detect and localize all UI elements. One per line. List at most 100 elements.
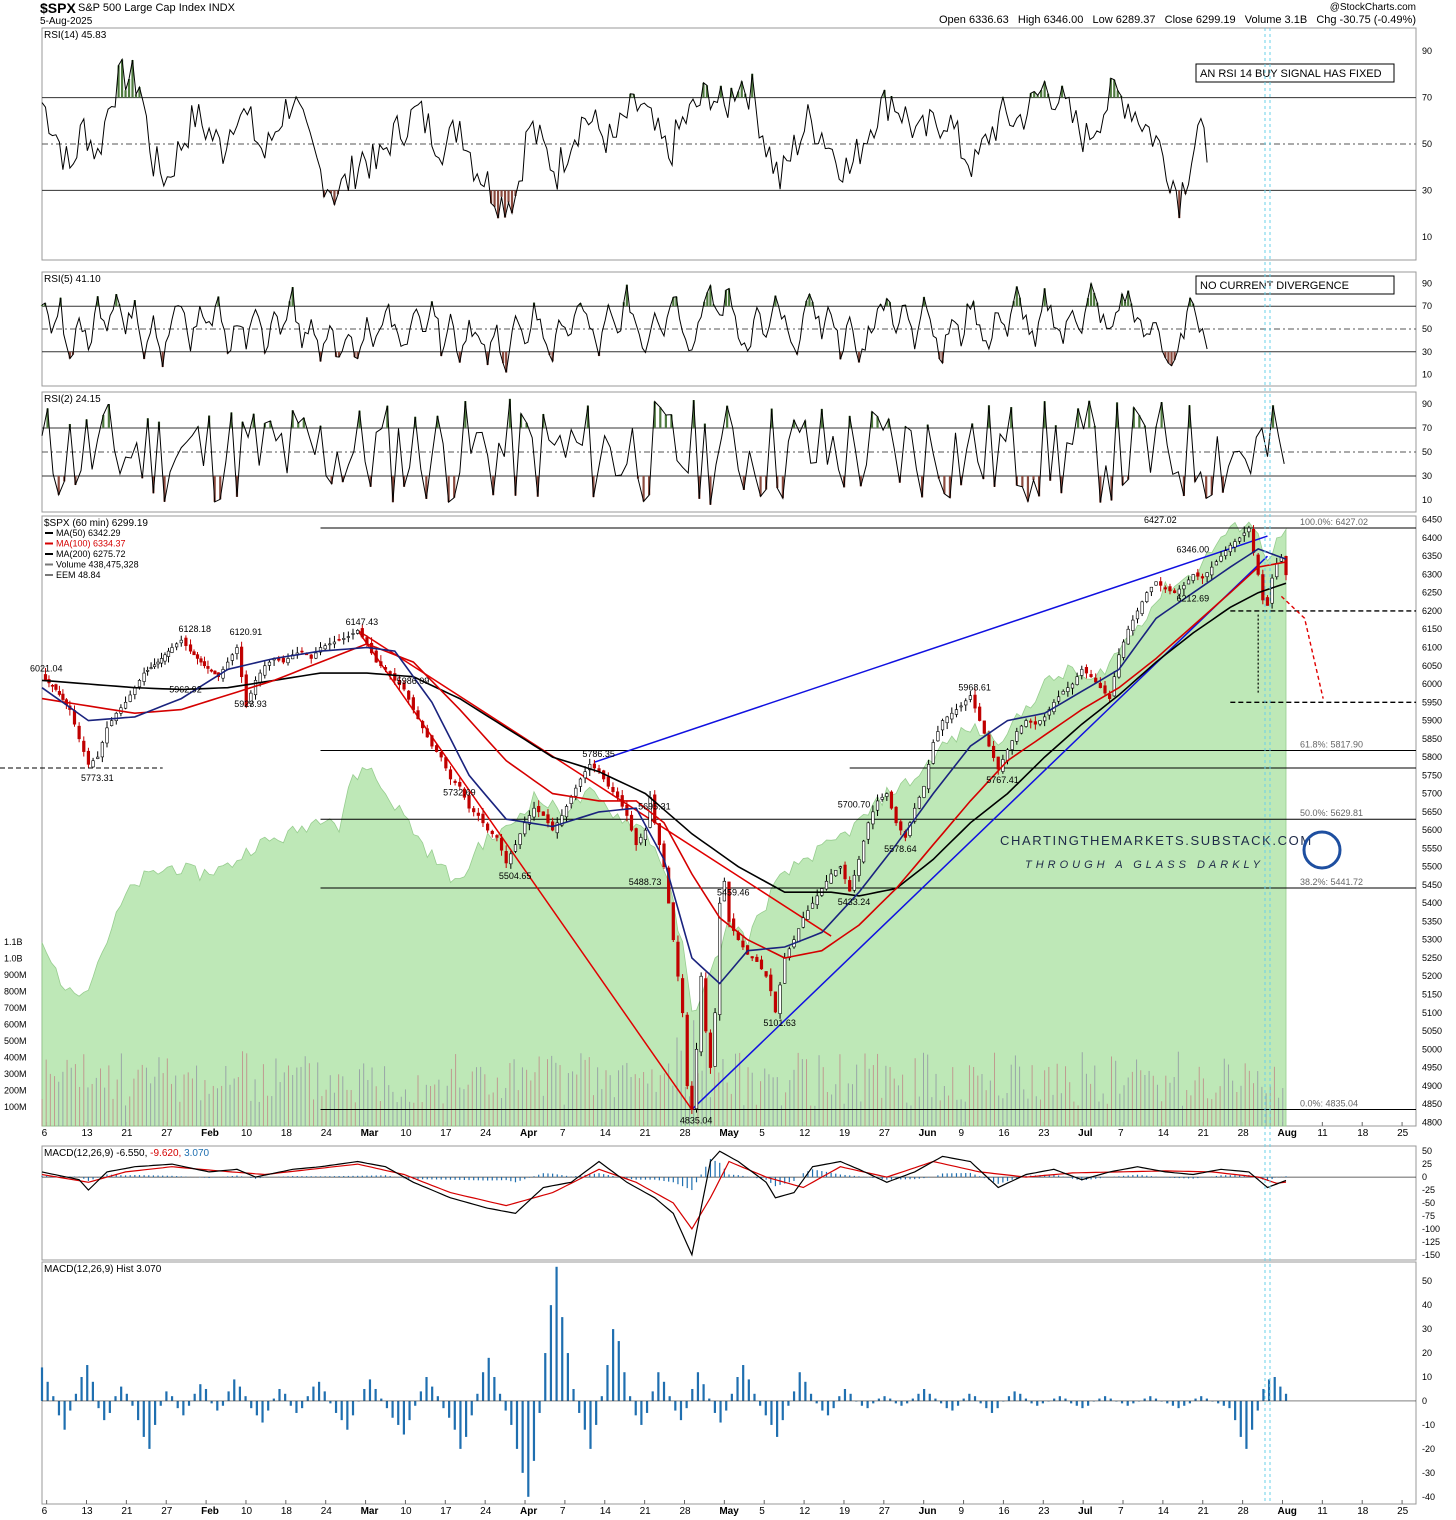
candle-body — [685, 1014, 689, 1087]
candle-body — [662, 843, 666, 867]
hist-bar — [261, 1400, 264, 1423]
candle-body — [527, 815, 531, 825]
rsi-y-tick: 70 — [1422, 423, 1432, 433]
x-tick-label: 5 — [759, 1506, 765, 1517]
hist-bar — [91, 1381, 94, 1401]
hist-bar — [877, 1398, 880, 1401]
price-y-tick: 5400 — [1422, 898, 1442, 908]
candle-body — [588, 764, 592, 771]
hist-bar — [267, 1400, 270, 1411]
x-tick-label: Aug — [1277, 1506, 1296, 1517]
hist-bar — [459, 1400, 462, 1449]
legend-entry: Volume 438,475,328 — [56, 560, 139, 570]
candle-body — [346, 636, 350, 638]
candle-body — [184, 637, 188, 646]
candle-body — [1084, 667, 1089, 674]
hist-bar — [317, 1381, 321, 1401]
hist-bar — [928, 1393, 931, 1401]
hist-bar — [798, 1372, 801, 1401]
hist-bar — [1030, 1400, 1033, 1404]
price-y-tick: 6200 — [1422, 606, 1442, 616]
volume-tick: 500M — [4, 1036, 27, 1046]
hist-bar — [272, 1398, 275, 1401]
candle-body — [639, 837, 643, 844]
hist-bar — [1239, 1400, 1242, 1437]
hist-bar — [583, 1400, 586, 1430]
price-y-tick: 5450 — [1422, 880, 1442, 890]
hist-bar — [238, 1386, 242, 1401]
hist-bar — [498, 1393, 502, 1401]
candle-body — [123, 701, 128, 709]
candle-body — [913, 807, 917, 822]
candle-body — [1108, 694, 1112, 699]
hist-bar — [527, 1400, 530, 1497]
rsi-line — [41, 57, 1208, 219]
macd-title-part: 3.070 — [181, 1148, 209, 1159]
candle-body — [96, 756, 100, 759]
x-tick-label: 24 — [480, 1128, 492, 1139]
blue-trendline — [691, 555, 1268, 1111]
hist-bar — [561, 1317, 564, 1401]
hist-bar — [894, 1400, 897, 1404]
volume-tick: 700M — [4, 1003, 27, 1013]
price-label: 5773.31 — [81, 773, 114, 783]
candle-body — [704, 978, 708, 1032]
hist-bar — [368, 1379, 372, 1401]
price-label: 6128.18 — [179, 624, 212, 634]
hist-bar — [363, 1388, 366, 1401]
candle-body — [1089, 674, 1093, 678]
hist-bar — [838, 1396, 841, 1401]
candle-body — [987, 734, 991, 747]
candle-body — [188, 644, 193, 652]
x-tick-label: 28 — [679, 1128, 691, 1139]
x-tick-label: 16 — [998, 1128, 1010, 1139]
hist-bar — [187, 1400, 191, 1406]
candle-body — [509, 853, 513, 865]
candle-body — [657, 823, 661, 846]
hist-bar — [120, 1386, 123, 1401]
candle-body — [750, 956, 754, 959]
candle-body — [1117, 654, 1121, 678]
candle-body — [472, 808, 476, 813]
hist-bar — [402, 1400, 405, 1435]
hist-bar — [1200, 1396, 1203, 1401]
rsi-y-tick: 50 — [1422, 324, 1432, 334]
candle-body — [495, 835, 499, 838]
candle-body — [1228, 544, 1232, 553]
candle-body — [806, 910, 810, 920]
candle-body — [680, 978, 685, 1014]
x-tick-label: Jul — [1078, 1128, 1093, 1139]
x-tick-label: 21 — [640, 1128, 652, 1139]
hist-bar — [1166, 1400, 1169, 1404]
hist-bar — [170, 1396, 174, 1401]
hist-bar — [617, 1341, 620, 1401]
x-tick-label: 7 — [1118, 1506, 1124, 1517]
hist-bar — [538, 1400, 541, 1413]
candle-body — [931, 742, 935, 764]
hist-bar — [1098, 1398, 1101, 1401]
hist-bar — [284, 1393, 287, 1401]
candle-body — [114, 712, 118, 722]
hist-bar — [182, 1400, 185, 1416]
hist-bar — [448, 1400, 451, 1418]
hist-bar — [312, 1386, 315, 1401]
candle-body — [1140, 601, 1144, 614]
candle-body — [235, 647, 239, 654]
hist-bar — [515, 1400, 519, 1449]
hist-bar — [193, 1393, 196, 1401]
price-y-tick: 6300 — [1422, 569, 1442, 579]
candle-body — [917, 796, 921, 809]
hist-bar — [1245, 1400, 1248, 1449]
price-label: 5504.65 — [499, 871, 532, 881]
legend-entry: EEM 48.84 — [56, 570, 101, 580]
candle-body — [1233, 541, 1237, 548]
candle-body — [857, 859, 861, 876]
hist-bar — [504, 1400, 507, 1411]
rsi-y-tick: 70 — [1422, 301, 1432, 311]
hist-bar — [380, 1398, 383, 1401]
x-tick-label: 21 — [121, 1506, 133, 1517]
x-tick-label: 24 — [480, 1506, 492, 1517]
hist-bar — [764, 1400, 767, 1416]
x-tick-label: 12 — [799, 1128, 811, 1139]
candle-body — [1126, 628, 1130, 645]
